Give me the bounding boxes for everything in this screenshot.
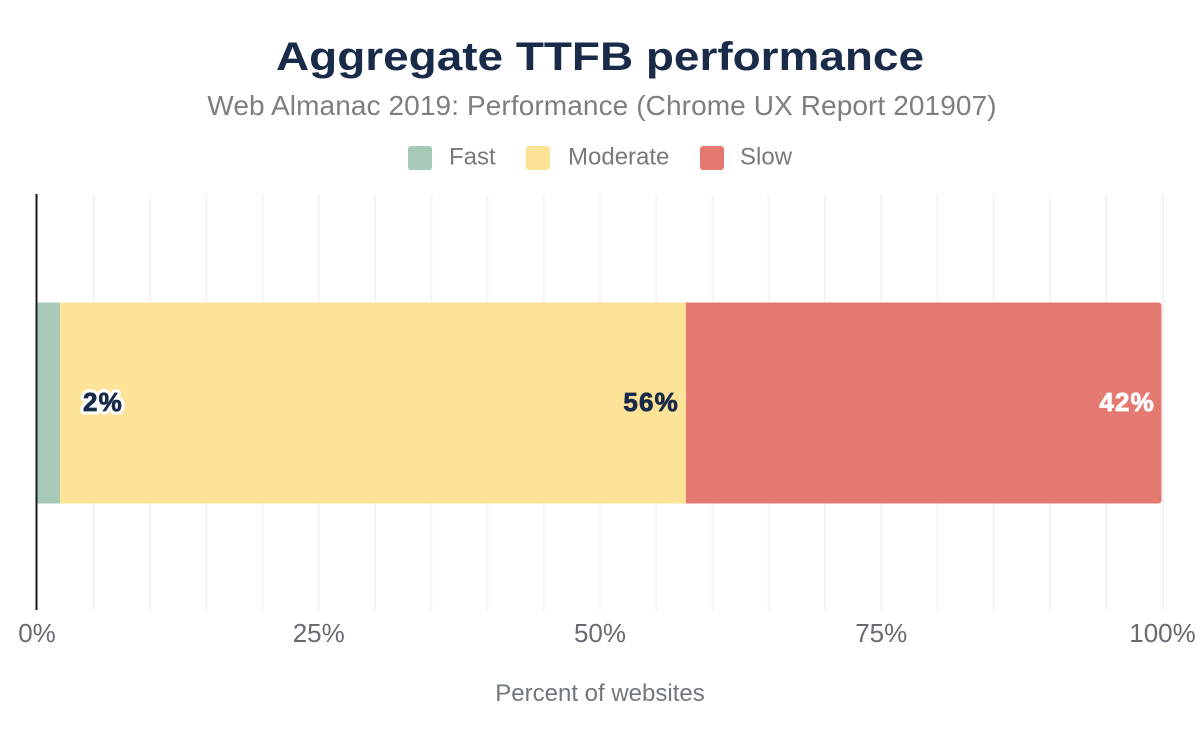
svg-text:Web Almanac 2019: Performance: Web Almanac 2019: Performance (Chrome UX…	[207, 90, 996, 121]
svg-text:2%: 2%	[83, 387, 123, 417]
svg-text:Aggregate TTFB performance: Aggregate TTFB performance	[276, 35, 924, 79]
svg-text:100%: 100%	[1129, 618, 1196, 648]
svg-text:Slow: Slow	[740, 144, 793, 171]
svg-text:0%: 0%	[18, 618, 56, 648]
svg-text:42%: 42%	[1099, 387, 1155, 417]
svg-text:56%: 56%	[623, 387, 679, 417]
svg-text:75%: 75%	[855, 618, 907, 648]
svg-text:Percent of websites: Percent of websites	[495, 680, 704, 707]
svg-text:Moderate: Moderate	[568, 144, 669, 171]
svg-text:25%: 25%	[293, 618, 345, 648]
svg-text:50%: 50%	[574, 618, 626, 648]
svg-text:2%: 2%	[83, 387, 123, 417]
svg-text:Fast: Fast	[449, 144, 496, 171]
